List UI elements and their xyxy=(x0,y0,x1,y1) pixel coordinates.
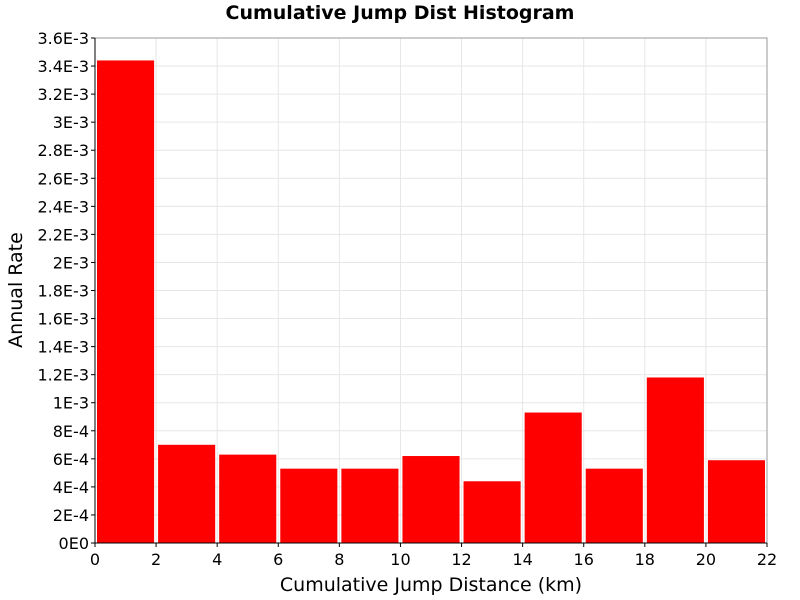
bar xyxy=(707,460,765,543)
chart-title: Cumulative Jump Dist Histogram xyxy=(225,2,575,24)
x-tick-label: 16 xyxy=(574,550,594,569)
x-tick-label: 10 xyxy=(390,550,410,569)
y-tick-label: 2.2E-3 xyxy=(37,225,89,244)
x-tick-label: 18 xyxy=(635,550,655,569)
x-tick-label: 12 xyxy=(451,550,471,569)
y-tick-label: 4E-4 xyxy=(53,478,89,497)
y-tick-label: 2E-4 xyxy=(53,506,89,525)
bar xyxy=(585,468,643,543)
y-axis-title: Annual Rate xyxy=(5,232,27,348)
y-tick-label: 2.8E-3 xyxy=(37,141,89,160)
bar xyxy=(646,377,704,543)
y-tick-label: 8E-4 xyxy=(53,422,89,441)
y-tick-label: 2E-3 xyxy=(53,253,89,272)
bar xyxy=(463,481,521,543)
y-tick-label: 3.4E-3 xyxy=(37,57,89,76)
y-tick-label: 2.4E-3 xyxy=(37,197,89,216)
bar xyxy=(280,468,338,543)
bar xyxy=(524,412,582,543)
x-tick-label: 20 xyxy=(696,550,716,569)
y-tick-label: 1.8E-3 xyxy=(37,282,89,301)
y-tick-label: 1E-3 xyxy=(53,394,89,413)
y-tick-label: 3.2E-3 xyxy=(37,85,89,104)
y-tick-label: 2.6E-3 xyxy=(37,169,89,188)
bar xyxy=(158,444,216,543)
y-tick-label: 3.6E-3 xyxy=(37,29,89,48)
bar xyxy=(402,456,460,543)
x-tick-label: 22 xyxy=(757,550,777,569)
y-tick-label: 1.2E-3 xyxy=(37,366,89,385)
bar xyxy=(97,60,155,543)
x-tick-label: 0 xyxy=(90,550,100,569)
bar xyxy=(341,468,399,543)
y-tick-label: 1.6E-3 xyxy=(37,310,89,329)
x-tick-label: 6 xyxy=(273,550,283,569)
x-tick-label: 4 xyxy=(212,550,222,569)
x-tick-label: 8 xyxy=(334,550,344,569)
x-tick-label: 14 xyxy=(512,550,532,569)
bars-layer xyxy=(97,60,765,543)
y-tick-label: 0E0 xyxy=(59,534,89,553)
y-tick-label: 6E-4 xyxy=(53,450,89,469)
bar xyxy=(219,454,277,543)
x-axis-title: Cumulative Jump Distance (km) xyxy=(280,574,582,596)
axis-layer: 0 2 4 6 8 10 12 14 16 18 20 22 0E0 2E-4 4E-4 6E-4 8E-4 1E… xyxy=(37,29,777,569)
y-tick-label: 3E-3 xyxy=(53,113,89,132)
x-tick-label: 2 xyxy=(151,550,161,569)
y-tick-label: 1.4E-3 xyxy=(37,338,89,357)
